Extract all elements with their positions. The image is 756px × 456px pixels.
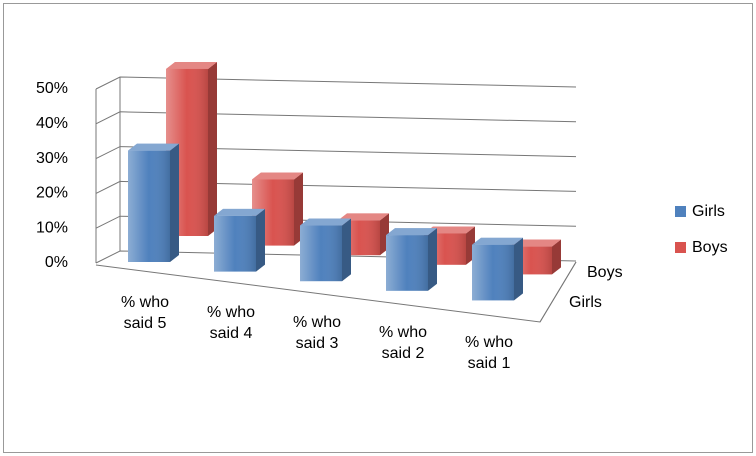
- y-tick-label: 10%: [36, 219, 68, 236]
- bar-top: [252, 172, 303, 180]
- y-tick-label: 50%: [36, 80, 68, 97]
- bar-side-shade: [342, 218, 351, 282]
- bar-top: [128, 143, 179, 151]
- bar-top-shade: [214, 208, 265, 216]
- bar: [214, 208, 265, 272]
- bar-side: [552, 239, 561, 275]
- bar-side-shade: [256, 208, 265, 272]
- bar-top: [386, 228, 437, 236]
- bar-top: [214, 208, 265, 216]
- bar-side-shade: [514, 237, 523, 301]
- legend-label: Girls: [692, 203, 725, 220]
- y-tick-label: 40%: [36, 115, 68, 132]
- bar-top: [300, 218, 351, 226]
- bar-side: [428, 228, 437, 291]
- bar-front-shine: [472, 244, 514, 301]
- x-tick-label: % who said 1: [464, 334, 514, 372]
- bar-side-shade: [170, 143, 179, 262]
- legend-swatch: [675, 206, 686, 217]
- y-tick-label: 30%: [36, 150, 68, 167]
- bar-front-shine: [386, 235, 428, 291]
- bar-side-shade: [208, 61, 217, 237]
- bar-front-shine: [300, 225, 342, 282]
- bar-top: [166, 61, 217, 69]
- bar: [386, 228, 437, 291]
- legend-swatch: [675, 242, 686, 253]
- bar-side: [514, 237, 523, 301]
- bar-top-shade: [166, 61, 217, 69]
- bar-top-shade: [472, 237, 523, 245]
- bar-side: [170, 143, 179, 262]
- bar-side-shade: [428, 228, 437, 291]
- bar: [300, 218, 351, 282]
- x-tick-label: % who said 5: [120, 294, 170, 332]
- bar: [472, 237, 523, 301]
- y-tick-label: 20%: [36, 185, 68, 202]
- depth-label: Girls: [569, 294, 602, 311]
- y-tick-label: 0%: [45, 254, 68, 271]
- x-tick-label: % who said 4: [206, 304, 256, 342]
- bar-top-shade: [128, 143, 179, 151]
- bar-front-shine: [214, 215, 256, 272]
- bar-side: [342, 218, 351, 282]
- depth-label: Boys: [587, 264, 623, 281]
- bar-top-shade: [252, 172, 303, 180]
- bar: [128, 143, 179, 262]
- x-tick-label: % who said 3: [292, 314, 342, 352]
- bar-front-shine: [128, 150, 170, 262]
- bar-side: [256, 208, 265, 272]
- bar-side: [208, 61, 217, 237]
- x-tick-label: % who said 2: [378, 324, 428, 362]
- legend-label: Boys: [692, 239, 728, 256]
- bar-top: [472, 237, 523, 245]
- depth-axis: [539, 261, 577, 323]
- bar-top-shade: [386, 228, 437, 236]
- bar-top-shade: [300, 218, 351, 226]
- bar-side-shade: [552, 239, 561, 275]
